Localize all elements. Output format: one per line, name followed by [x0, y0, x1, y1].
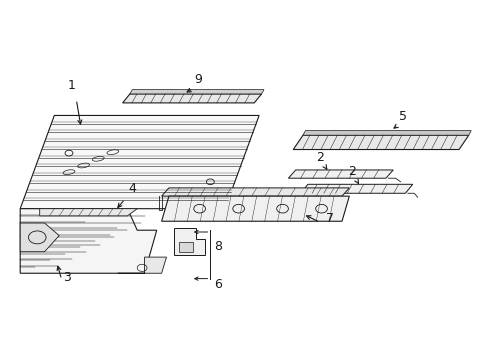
Polygon shape	[20, 116, 259, 209]
Polygon shape	[161, 188, 348, 196]
Polygon shape	[161, 196, 348, 221]
Polygon shape	[293, 135, 468, 149]
Polygon shape	[173, 228, 205, 255]
Polygon shape	[303, 131, 470, 135]
Text: 4: 4	[128, 183, 136, 195]
Text: 2: 2	[316, 151, 324, 164]
Polygon shape	[20, 223, 59, 252]
Polygon shape	[130, 90, 264, 94]
Text: 8: 8	[213, 240, 221, 253]
Text: 1: 1	[67, 79, 75, 92]
Text: 9: 9	[194, 73, 202, 86]
Polygon shape	[178, 242, 192, 252]
Polygon shape	[288, 170, 392, 178]
Polygon shape	[122, 94, 261, 103]
Polygon shape	[300, 184, 412, 193]
Polygon shape	[20, 209, 157, 273]
Polygon shape	[118, 257, 166, 273]
Text: 5: 5	[398, 110, 406, 123]
Polygon shape	[40, 209, 137, 216]
Text: 2: 2	[347, 165, 355, 178]
Text: 7: 7	[325, 212, 333, 225]
Text: 3: 3	[62, 271, 70, 284]
Text: 6: 6	[213, 278, 221, 291]
